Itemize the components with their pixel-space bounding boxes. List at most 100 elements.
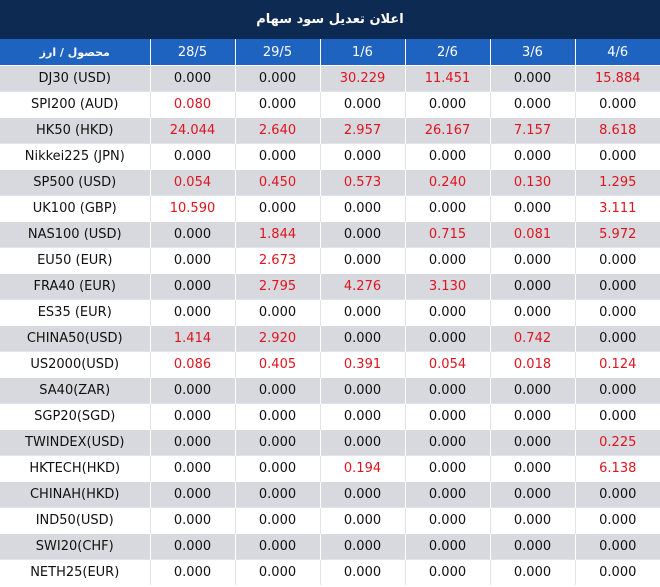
- table-row: SPI200 (AUD) 0.080 0.000 0.000 0.000 0.000 0.0…: [0, 91, 660, 118]
- value-cell: 0.405: [234, 351, 320, 378]
- instrument-cell: UK100 (GBP): [0, 195, 150, 222]
- value-cell: 0.000: [489, 299, 575, 326]
- value-cell: 0.000: [149, 377, 235, 404]
- value-cell: 0.450: [234, 169, 320, 196]
- value-cell: 0.000: [319, 143, 405, 170]
- value-cell: 0.000: [149, 455, 235, 482]
- value-cell: 0.000: [404, 481, 490, 508]
- value-cell: 3.130: [404, 273, 490, 300]
- value-cell: 0.000: [149, 559, 235, 585]
- table-header: محصول / ارز 28/5 29/5 1/6 2/6 3/6 4/6: [0, 39, 660, 66]
- instrument-cell: NETH25(EUR): [0, 559, 150, 585]
- dividend-table: محصول / ارز 28/5 29/5 1/6 2/6 3/6 4/6 DJ…: [0, 39, 660, 585]
- value-cell: 0.000: [149, 247, 235, 274]
- table-row: SGP20(SGD) 0.000 0.000 0.000 0.000 0.000 0.000: [0, 403, 660, 430]
- value-cell: 11.451: [404, 65, 490, 92]
- value-cell: 0.000: [574, 403, 660, 430]
- instrument-cell: SP500 (USD): [0, 169, 150, 196]
- table-row: HK50 (HKD) 24.044 2.640 2.957 26.167 7.157 8.6…: [0, 117, 660, 144]
- value-cell: 0.000: [404, 507, 490, 534]
- value-cell: 0.000: [319, 299, 405, 326]
- value-cell: 0.000: [404, 143, 490, 170]
- table-row: EU50 (EUR) 0.000 2.673 0.000 0.000 0.000 0.000: [0, 247, 660, 274]
- value-cell: 0.000: [574, 507, 660, 534]
- value-cell: 15.884: [574, 65, 660, 92]
- value-cell: 0.000: [234, 195, 320, 222]
- value-cell: 0.000: [319, 325, 405, 352]
- value-cell: 26.167: [404, 117, 490, 144]
- instrument-cell: EU50 (EUR): [0, 247, 150, 274]
- value-cell: 0.000: [234, 143, 320, 170]
- value-cell: 0.000: [404, 247, 490, 274]
- value-cell: 3.111: [574, 195, 660, 222]
- value-cell: 0.573: [319, 169, 405, 196]
- table-row: CHINA50(USD) 1.414 2.920 0.000 0.000 0.742 0.0…: [0, 325, 660, 352]
- table-row: CHINAH(HKD) 0.000 0.000 0.000 0.000 0.000 0.00…: [0, 481, 660, 508]
- value-cell: 0.000: [404, 559, 490, 585]
- instrument-cell: SGP20(SGD): [0, 403, 150, 430]
- value-cell: 0.000: [319, 195, 405, 222]
- value-cell: 30.229: [319, 65, 405, 92]
- value-cell: 0.000: [319, 403, 405, 430]
- value-cell: 2.640: [234, 117, 320, 144]
- value-cell: 0.000: [574, 299, 660, 326]
- header-instrument: محصول / ارز: [0, 39, 150, 66]
- value-cell: 0.000: [319, 91, 405, 118]
- value-cell: 0.000: [574, 91, 660, 118]
- value-cell: 0.000: [574, 559, 660, 585]
- value-cell: 0.086: [149, 351, 235, 378]
- value-cell: 0.000: [234, 403, 320, 430]
- value-cell: 0.000: [149, 429, 235, 456]
- value-cell: 0.124: [574, 351, 660, 378]
- value-cell: 0.000: [404, 429, 490, 456]
- table-row: IND50(USD) 0.000 0.000 0.000 0.000 0.000 0.000: [0, 507, 660, 534]
- value-cell: 0.000: [404, 299, 490, 326]
- value-cell: 0.000: [574, 377, 660, 404]
- value-cell: 0.000: [404, 195, 490, 222]
- value-cell: 0.000: [404, 91, 490, 118]
- value-cell: 0.000: [319, 481, 405, 508]
- instrument-cell: TWINDEX(USD): [0, 429, 150, 456]
- value-cell: 0.000: [149, 533, 235, 560]
- value-cell: 0.000: [234, 91, 320, 118]
- value-cell: 0.000: [319, 221, 405, 248]
- instrument-cell: US2000(USD): [0, 351, 150, 378]
- value-cell: 0.130: [489, 169, 575, 196]
- instrument-cell: NAS100 (USD): [0, 221, 150, 248]
- value-cell: 0.000: [404, 403, 490, 430]
- value-cell: 0.080: [149, 91, 235, 118]
- instrument-cell: SWI20(CHF): [0, 533, 150, 560]
- value-cell: 0.000: [319, 429, 405, 456]
- value-cell: 0.194: [319, 455, 405, 482]
- instrument-cell: IND50(USD): [0, 507, 150, 534]
- page-title: اعلان تعدیل سود سهام: [0, 0, 660, 39]
- value-cell: 0.000: [149, 507, 235, 534]
- value-cell: 2.795: [234, 273, 320, 300]
- value-cell: 10.590: [149, 195, 235, 222]
- value-cell: 0.000: [149, 65, 235, 92]
- value-cell: 0.000: [319, 247, 405, 274]
- value-cell: 0.000: [404, 533, 490, 560]
- value-cell: 0.000: [489, 247, 575, 274]
- value-cell: 0.000: [234, 533, 320, 560]
- value-cell: 0.018: [489, 351, 575, 378]
- value-cell: 1.295: [574, 169, 660, 196]
- value-cell: 0.000: [319, 533, 405, 560]
- table-row: SWI20(CHF) 0.000 0.000 0.000 0.000 0.000 0.000: [0, 533, 660, 560]
- value-cell: 0.000: [489, 273, 575, 300]
- value-cell: 0.000: [574, 481, 660, 508]
- instrument-cell: CHINAH(HKD): [0, 481, 150, 508]
- value-cell: 0.000: [489, 533, 575, 560]
- value-cell: 6.138: [574, 455, 660, 482]
- value-cell: 0.000: [489, 455, 575, 482]
- value-cell: 0.000: [404, 325, 490, 352]
- value-cell: 0.000: [489, 195, 575, 222]
- table-row: NETH25(EUR) 0.000 0.000 0.000 0.000 0.000 0.00…: [0, 559, 660, 585]
- header-date: 3/6: [489, 39, 575, 66]
- value-cell: 2.957: [319, 117, 405, 144]
- table-row: DJ30 (USD) 0.000 0.000 30.229 11.451 0.000 15.…: [0, 65, 660, 92]
- table-row: NAS100 (USD) 0.000 1.844 0.000 0.715 0.081 5.9…: [0, 221, 660, 248]
- instrument-cell: SA40(ZAR): [0, 377, 150, 404]
- value-cell: 0.000: [574, 247, 660, 274]
- value-cell: 0.000: [234, 481, 320, 508]
